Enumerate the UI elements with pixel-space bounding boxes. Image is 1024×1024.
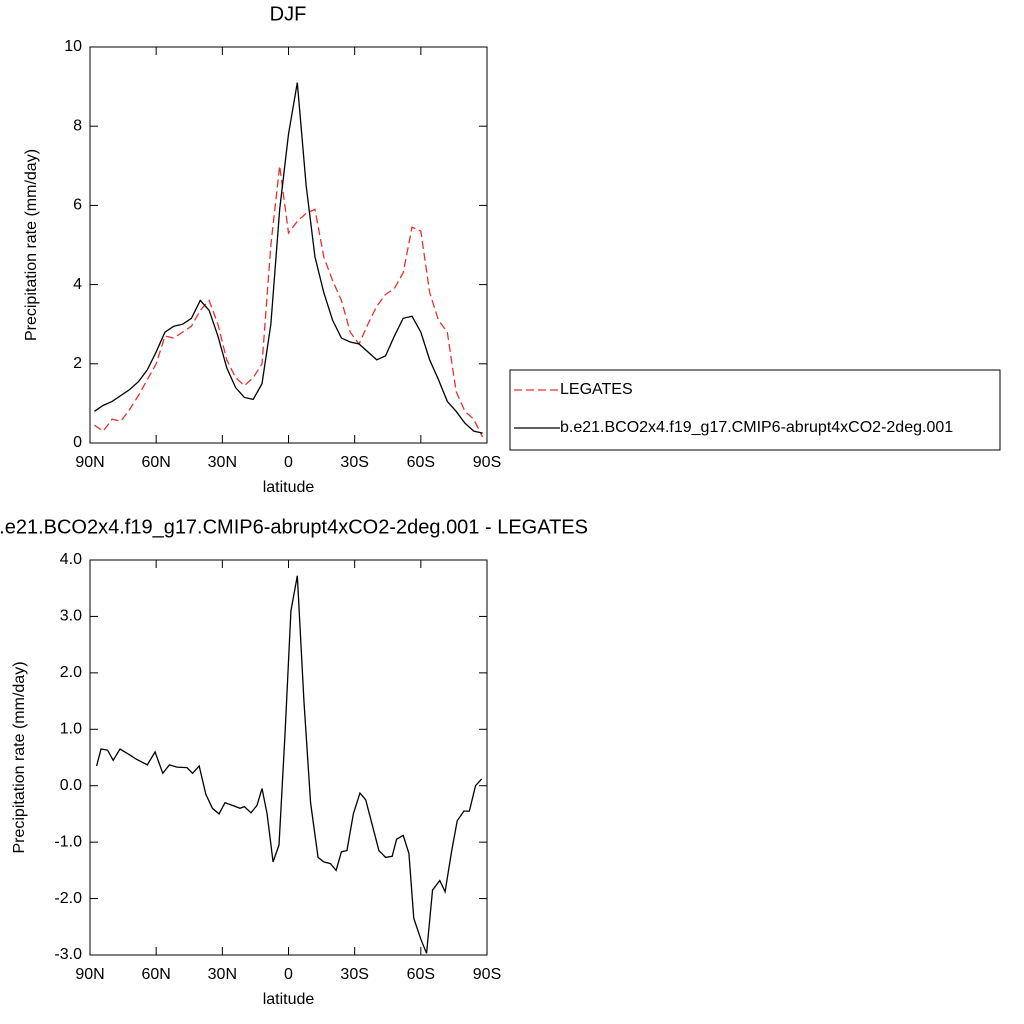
data-line	[94, 82, 483, 434]
legend-frame	[509, 369, 1001, 451]
y-tick-label: 8	[73, 117, 82, 134]
chart-title: DJF	[270, 3, 307, 25]
y-tick-label: 3.0	[60, 608, 82, 625]
x-tick-label: 30N	[208, 966, 237, 983]
x-axis-label: latitude	[263, 991, 315, 1008]
chart-title: b.e21.BCO2x4.f19_g17.CMIP6-abrupt4xCO2-2…	[0, 516, 588, 538]
data-line	[95, 575, 483, 954]
y-tick-label: -1.0	[54, 833, 82, 850]
y-tick-label: -2.0	[54, 890, 82, 907]
x-tick-label: 30S	[340, 966, 368, 983]
y-tick-label: 2	[73, 355, 82, 372]
x-tick-label: 60N	[141, 454, 170, 471]
y-tick-label: 4	[73, 276, 82, 293]
x-axis-label: latitude	[263, 479, 315, 496]
x-tick-label: 90S	[473, 966, 501, 983]
x-tick-label: 60S	[407, 966, 435, 983]
x-tick-label: 90S	[473, 454, 501, 471]
y-tick-label: 6	[73, 197, 82, 214]
x-tick-label: 90N	[75, 966, 104, 983]
x-tick-label: 90N	[75, 454, 104, 471]
x-tick-label: 60S	[407, 454, 435, 471]
y-tick-label: 0	[73, 434, 82, 451]
y-tick-label: 0.0	[60, 777, 82, 794]
y-tick-label: 10	[64, 38, 82, 55]
y-tick-label: 2.0	[60, 664, 82, 681]
x-tick-label: 30N	[208, 454, 237, 471]
plot-frame	[89, 46, 488, 444]
y-axis-label: Precipitation rate (mm/day)	[23, 149, 40, 341]
plot-frame	[89, 559, 488, 956]
legend-label: LEGATES	[560, 381, 633, 398]
legend-label: b.e21.BCO2x4.f19_g17.CMIP6-abrupt4xCO2-2…	[560, 419, 953, 436]
x-tick-label: 60N	[141, 966, 170, 983]
y-tick-label: 1.0	[60, 721, 82, 738]
y-axis-label: Precipitation rate (mm/day)	[11, 661, 28, 853]
y-tick-label: -3.0	[54, 946, 82, 963]
x-tick-label: 30S	[340, 454, 368, 471]
x-tick-label: 0	[284, 454, 293, 471]
y-tick-label: 4.0	[60, 551, 82, 568]
data-line	[94, 165, 484, 438]
x-tick-label: 0	[284, 966, 293, 983]
